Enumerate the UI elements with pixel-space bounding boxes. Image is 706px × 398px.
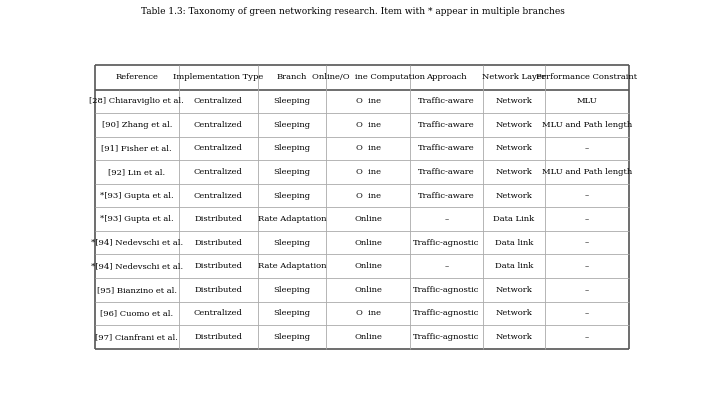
Text: Online: Online <box>354 262 382 270</box>
Text: [95] Bianzino et al.: [95] Bianzino et al. <box>97 286 176 294</box>
Text: Traffic-aware: Traffic-aware <box>418 168 474 176</box>
Text: Network: Network <box>496 98 532 105</box>
Text: Sleeping: Sleeping <box>273 309 311 317</box>
Text: Centralized: Centralized <box>194 121 243 129</box>
Text: O  ine: O ine <box>356 98 381 105</box>
Text: Implementation Type: Implementation Type <box>173 73 263 81</box>
Text: Data Link: Data Link <box>493 215 534 223</box>
Text: Data link: Data link <box>495 262 533 270</box>
Text: Centralized: Centralized <box>194 144 243 152</box>
Text: Sleeping: Sleeping <box>273 98 311 105</box>
Text: Network: Network <box>496 191 532 200</box>
Text: Sleeping: Sleeping <box>273 239 311 247</box>
Text: Online: Online <box>354 239 382 247</box>
Text: Centralized: Centralized <box>194 98 243 105</box>
Text: Table 1.3: Taxonomy of green networking research. Item with * appear in multiple: Table 1.3: Taxonomy of green networking … <box>141 7 565 16</box>
Text: Sleeping: Sleeping <box>273 121 311 129</box>
Text: MLU: MLU <box>577 98 597 105</box>
Text: Rate Adaptation: Rate Adaptation <box>258 215 326 223</box>
Text: –: – <box>444 215 448 223</box>
Text: *[93] Gupta et al.: *[93] Gupta et al. <box>100 191 174 200</box>
Text: Centralized: Centralized <box>194 191 243 200</box>
Text: MLU and Path length: MLU and Path length <box>542 121 632 129</box>
Text: Distributed: Distributed <box>194 215 242 223</box>
Text: O  ine: O ine <box>356 168 381 176</box>
Text: [28] Chiaraviglio et al.: [28] Chiaraviglio et al. <box>90 98 184 105</box>
Text: Reference: Reference <box>115 73 158 81</box>
Text: Distributed: Distributed <box>194 239 242 247</box>
Text: –: – <box>444 262 448 270</box>
Text: Traffic-agnostic: Traffic-agnostic <box>413 333 479 341</box>
Text: –: – <box>585 309 589 317</box>
Text: Distributed: Distributed <box>194 262 242 270</box>
Text: Network: Network <box>496 121 532 129</box>
Text: Network: Network <box>496 309 532 317</box>
Text: *[94] Nedevschi et al.: *[94] Nedevschi et al. <box>90 262 183 270</box>
Text: [91] Fisher et al.: [91] Fisher et al. <box>102 144 172 152</box>
Text: Centralized: Centralized <box>194 168 243 176</box>
Text: Traffic-agnostic: Traffic-agnostic <box>413 309 479 317</box>
Text: Online: Online <box>354 333 382 341</box>
Text: O  ine: O ine <box>356 121 381 129</box>
Text: *[94] Nedevschi et al.: *[94] Nedevschi et al. <box>90 239 183 247</box>
Text: Rate Adaptation: Rate Adaptation <box>258 262 326 270</box>
Text: Traffic-aware: Traffic-aware <box>418 98 474 105</box>
Text: Network: Network <box>496 144 532 152</box>
Text: Distributed: Distributed <box>194 333 242 341</box>
Text: Traffic-aware: Traffic-aware <box>418 144 474 152</box>
Text: Traffic-agnostic: Traffic-agnostic <box>413 286 479 294</box>
Text: [97] Cianfrani et al.: [97] Cianfrani et al. <box>95 333 178 341</box>
Text: Sleeping: Sleeping <box>273 191 311 200</box>
Text: Online: Online <box>354 286 382 294</box>
Text: Branch: Branch <box>277 73 307 81</box>
Text: Sleeping: Sleeping <box>273 168 311 176</box>
Text: Sleeping: Sleeping <box>273 286 311 294</box>
Text: –: – <box>585 286 589 294</box>
Text: [90] Zhang et al.: [90] Zhang et al. <box>102 121 172 129</box>
Text: Network Layer: Network Layer <box>482 73 546 81</box>
Text: Online: Online <box>354 215 382 223</box>
Text: Data link: Data link <box>495 239 533 247</box>
Text: *[93] Gupta et al.: *[93] Gupta et al. <box>100 215 174 223</box>
Text: –: – <box>585 144 589 152</box>
Text: Distributed: Distributed <box>194 286 242 294</box>
Text: –: – <box>585 239 589 247</box>
Text: –: – <box>585 215 589 223</box>
Text: Online/O  ine Computation: Online/O ine Computation <box>311 73 424 81</box>
Text: Network: Network <box>496 168 532 176</box>
Text: Traffic-agnostic: Traffic-agnostic <box>413 239 479 247</box>
Text: Traffic-aware: Traffic-aware <box>418 191 474 200</box>
Text: Traffic-aware: Traffic-aware <box>418 121 474 129</box>
Text: [96] Cuomo et al.: [96] Cuomo et al. <box>100 309 174 317</box>
Text: Network: Network <box>496 333 532 341</box>
Text: Approach: Approach <box>426 73 467 81</box>
Text: MLU and Path length: MLU and Path length <box>542 168 632 176</box>
Text: Network: Network <box>496 286 532 294</box>
Text: O  ine: O ine <box>356 144 381 152</box>
Text: Sleeping: Sleeping <box>273 144 311 152</box>
Text: Sleeping: Sleeping <box>273 333 311 341</box>
Text: Performance Constraint: Performance Constraint <box>537 73 638 81</box>
Text: Centralized: Centralized <box>194 309 243 317</box>
Text: –: – <box>585 333 589 341</box>
Text: O  ine: O ine <box>356 191 381 200</box>
Text: O  ine: O ine <box>356 309 381 317</box>
Text: –: – <box>585 262 589 270</box>
Text: –: – <box>585 191 589 200</box>
Text: [92] Lin et al.: [92] Lin et al. <box>108 168 165 176</box>
